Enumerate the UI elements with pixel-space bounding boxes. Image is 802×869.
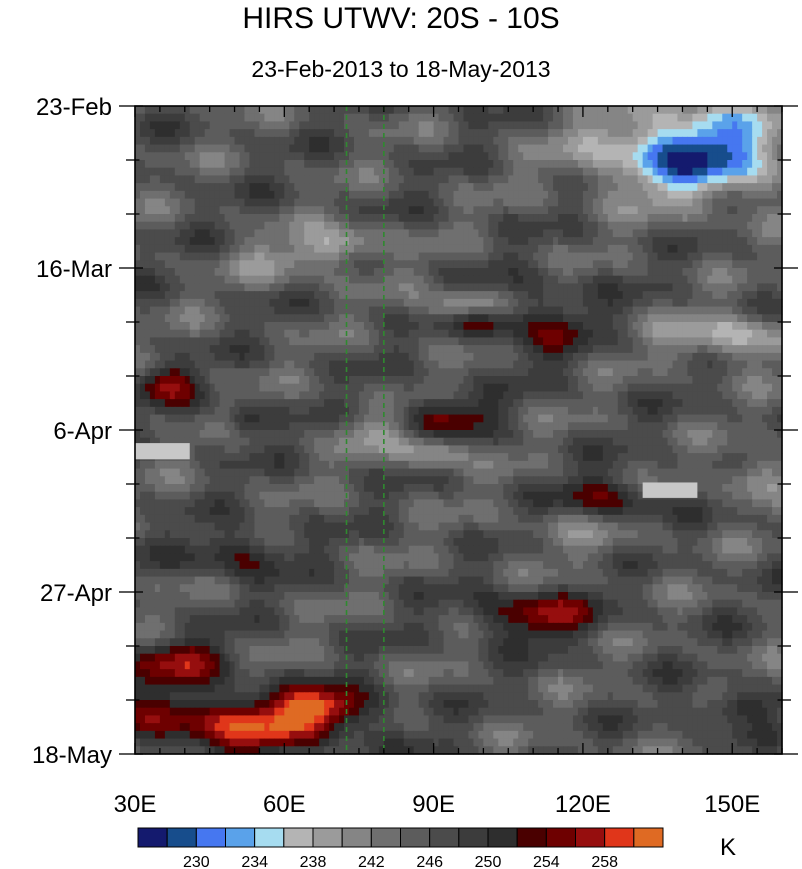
colorbar-box (312, 827, 343, 848)
chart-title: HIRS UTWV: 20S - 10S (242, 2, 560, 35)
colorbar-label: 234 (241, 854, 268, 869)
colorbar-box (195, 827, 226, 848)
missing-data-patch (642, 482, 698, 498)
colorbar-box (254, 827, 285, 848)
x-tick-label: 30E (114, 791, 157, 818)
colorbar-label: 258 (591, 854, 618, 869)
colorbar-box (225, 827, 256, 848)
y-tick-label: 23-Feb (36, 94, 112, 121)
colorbar-box (341, 827, 372, 848)
colorbar-box (400, 827, 431, 848)
heatmap-field (135, 106, 783, 755)
x-tick-label: 150E (704, 791, 760, 818)
missing-data-patch (135, 443, 190, 460)
colorbar-box (575, 827, 606, 848)
colorbar-label: 250 (475, 854, 502, 869)
x-tick-label: 120E (555, 791, 611, 818)
colorbar-label: 246 (416, 854, 443, 869)
colorbar-box (545, 827, 576, 848)
y-tick-label: 18-May (32, 742, 112, 769)
colorbar-label: 238 (300, 854, 327, 869)
colorbar-box (604, 827, 635, 848)
colorbar-label: 242 (358, 854, 385, 869)
y-tick-label: 27-Apr (40, 580, 112, 607)
y-tick-label: 6-Apr (53, 418, 112, 445)
x-tick-label: 60E (263, 791, 306, 818)
colorbar-label: 230 (183, 854, 210, 869)
colorbar-unit: K (720, 834, 737, 861)
colorbar-label: 254 (533, 854, 560, 869)
colorbar-box (633, 827, 664, 848)
colorbar-box (166, 827, 197, 848)
chart-subtitle: 23-Feb-2013 to 18-May-2013 (251, 56, 551, 82)
colorbar-box (429, 827, 460, 848)
colorbar-box (458, 827, 489, 848)
y-tick-label: 16-Mar (36, 256, 112, 283)
colorbar-box (516, 827, 547, 848)
colorbar-box (137, 827, 168, 848)
x-tick-label: 90E (412, 791, 455, 818)
colorbar-box (283, 827, 314, 848)
colorbar-box (370, 827, 402, 848)
colorbar-box (487, 827, 518, 848)
